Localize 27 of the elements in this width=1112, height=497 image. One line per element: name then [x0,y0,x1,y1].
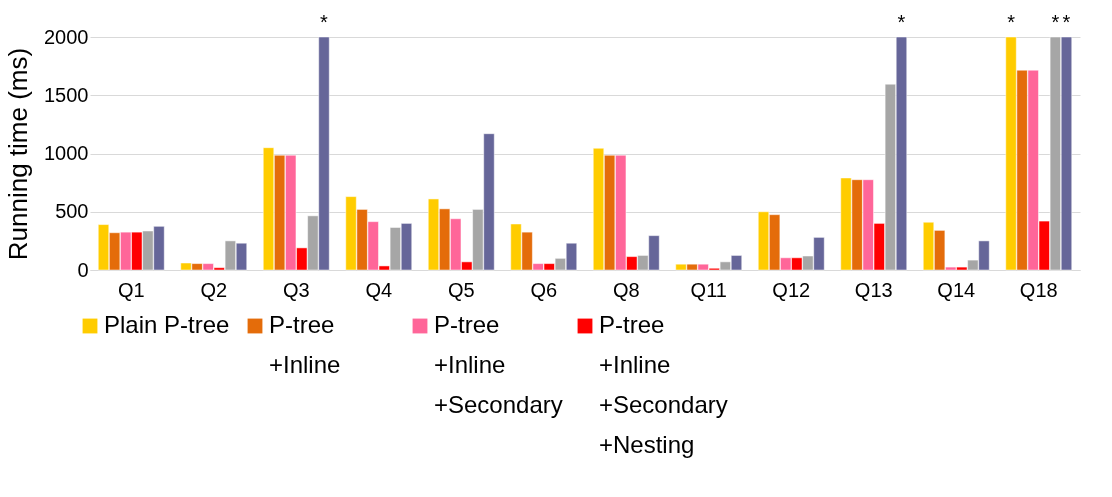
legend-label: P-tree +Inline +Secondary +Nesting [599,311,728,458]
legend-label: P-tree +Inline +Secondary [434,311,563,418]
x-tick-label: Q18 [1019,278,1058,301]
x-tick-label: Q11 [690,278,727,301]
x-tick-label: Q6 [530,278,558,301]
x-tick-label: Q5 [447,278,475,301]
text: * [1051,11,1060,33]
legend-label: Plain P-tree [104,311,230,338]
y-tick-label: 0 [77,258,89,281]
legend-label: P-tree +Inline [269,311,341,378]
y-tick-label: 2000 [44,25,89,48]
x-tick-label: Q13 [854,278,893,301]
text: * [320,11,329,33]
y-tick-label: 1500 [44,83,89,106]
y-tick-label: 500 [55,200,89,223]
x-tick-label: Q1 [117,278,145,301]
x-tick-label: Q2 [200,278,228,301]
x-tick-label: Q8 [612,278,640,301]
x-tick-label: Q4 [365,278,393,301]
text: * [1007,11,1016,33]
y-tick-label: 1000 [44,142,89,164]
x-tick-label: Q12 [772,278,811,301]
x-tick-label: Q3 [282,278,310,301]
y-axis-title: Running time (ms) [3,47,34,261]
x-tick-label: Q14 [937,278,976,301]
text: * [897,11,906,33]
text: * [1062,11,1071,33]
